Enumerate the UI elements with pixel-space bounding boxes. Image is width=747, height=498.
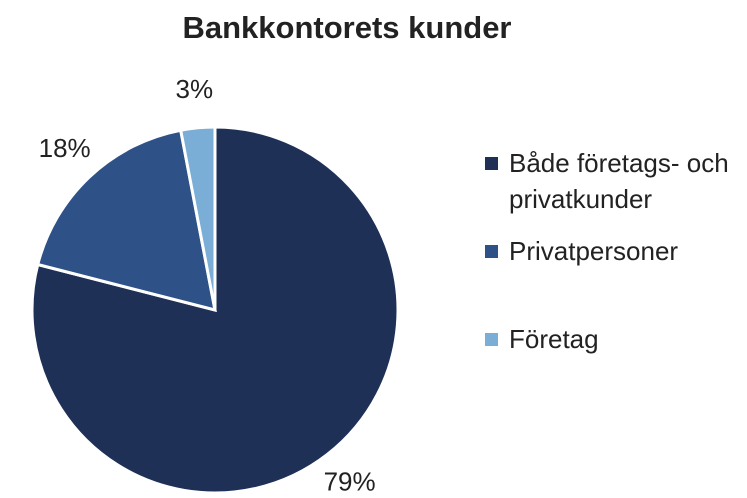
pie-slice — [178, 125, 217, 311]
chart-title: Bankkontorets kunder — [182, 10, 511, 45]
pie-slice — [35, 128, 217, 313]
data-label: 18% — [39, 133, 91, 163]
legend-label: Företag — [509, 324, 599, 354]
pie-slice — [30, 125, 400, 495]
data-label: 79% — [324, 466, 376, 496]
legend-marker — [485, 157, 498, 170]
legend-item: Både företags- och privatkunder — [485, 145, 747, 217]
legend-label: Både företags- och privatkunder — [509, 148, 729, 214]
legend-item: Företag — [485, 321, 747, 357]
legend-label: Privatpersoner — [509, 236, 679, 266]
legend-item: Privatpersoner — [485, 233, 747, 269]
legend-marker — [485, 245, 498, 258]
legend-marker — [485, 333, 498, 346]
data-label: 3% — [176, 74, 214, 104]
